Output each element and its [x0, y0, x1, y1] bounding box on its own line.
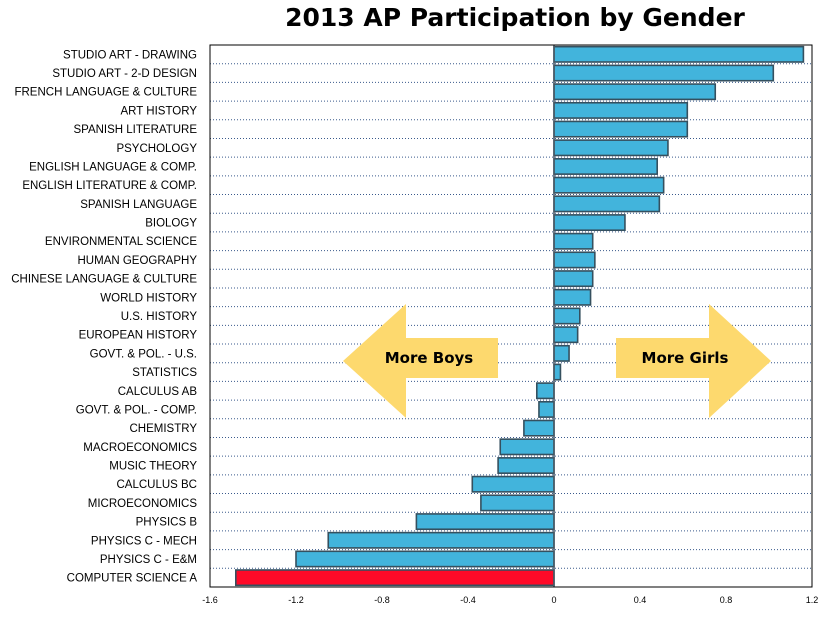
category-label: MACROECONOMICS [83, 442, 197, 454]
bar [553, 288, 592, 306]
category-label: MICROECONOMICS [88, 498, 198, 510]
category-label: STATISTICS [132, 367, 197, 379]
category-label: WORLD HISTORY [100, 292, 197, 304]
tick-label: -1.2 [288, 595, 304, 605]
bar [553, 344, 570, 362]
tick-label: -0.4 [460, 595, 476, 605]
category-label: CHEMISTRY [129, 423, 197, 435]
category-label: ENVIRONMENTAL SCIENCE [45, 236, 197, 248]
bar [553, 83, 717, 101]
bar [538, 400, 555, 418]
bar [553, 232, 594, 250]
category-label: CALCULUS AB [118, 386, 198, 398]
more-boys-label: More Boys [385, 349, 474, 367]
more-girls-label: More Girls [642, 349, 729, 367]
category-labels: STUDIO ART - DRAWING STUDIO ART - 2-D DES… [11, 49, 197, 584]
bar [295, 550, 555, 568]
bars [235, 45, 805, 587]
category-label: ENGLISH LITERATURE & COMP. [22, 180, 197, 192]
category-label: ENGLISH LANGUAGE & COMP. [29, 161, 197, 173]
more-girls-arrow [616, 304, 771, 418]
bar [553, 176, 665, 194]
plot-area-border [209, 44, 813, 588]
tick-label: -1.6 [202, 595, 218, 605]
category-label: PSYCHOLOGY [116, 143, 197, 155]
x-axis-tick-labels: -1.6 -1.2 -0.8 -0.4 0 0.4 0.8 1.2 [202, 595, 818, 605]
bar [480, 494, 555, 512]
chart-title: 2013 AP Participation by Gender [285, 3, 745, 32]
category-label: U.S. HISTORY [121, 311, 198, 323]
bar [553, 307, 581, 325]
bar [553, 101, 689, 119]
bar [535, 382, 555, 400]
bar [553, 363, 562, 381]
category-label: COMPUTER SCIENCE A [67, 573, 198, 585]
category-label: EUROPEAN HISTORY [79, 330, 198, 342]
bar [553, 45, 805, 63]
category-label: PHYSICS B [136, 517, 198, 529]
bar [553, 64, 775, 82]
bar [471, 475, 555, 493]
tick-label: 1.2 [806, 595, 819, 605]
tick-label: 0 [551, 595, 556, 605]
category-label: STUDIO ART - DRAWING [63, 49, 197, 61]
category-label: CHINESE LANGUAGE & CULTURE [11, 274, 197, 286]
bar [553, 251, 596, 269]
tick-label: -0.8 [374, 595, 390, 605]
bar [327, 531, 555, 549]
tick-label: 0.8 [720, 595, 733, 605]
bar [553, 270, 594, 288]
more-boys-arrow [343, 304, 498, 418]
bar [235, 569, 555, 587]
bar [497, 457, 555, 474]
bar [523, 419, 555, 437]
bar [553, 326, 579, 344]
bar [553, 158, 658, 175]
category-label: HUMAN GEOGRAPHY [78, 255, 198, 267]
category-label: GOVT. & POL. - U.S. [90, 348, 197, 360]
category-label: STUDIO ART - 2-D DESIGN [52, 68, 197, 80]
category-label: SPANISH LANGUAGE [80, 199, 197, 211]
category-label: PHYSICS C - E&M [100, 554, 197, 566]
category-label: PHYSICS C - MECH [91, 535, 197, 547]
bar [415, 513, 555, 531]
category-label: ART HISTORY [121, 105, 198, 117]
bar [553, 214, 626, 232]
category-label: GOVT. & POL. - COMP. [76, 404, 197, 416]
category-label: FRENCH LANGUAGE & CULTURE [14, 87, 197, 99]
tick-label: 0.4 [634, 595, 647, 605]
category-label: CALCULUS BC [116, 479, 197, 491]
bar [499, 438, 555, 456]
category-label: BIOLOGY [145, 218, 197, 230]
bar [553, 139, 669, 157]
bar [553, 120, 689, 138]
bar [553, 195, 661, 213]
category-label: SPANISH LITERATURE [73, 124, 197, 136]
category-label: MUSIC THEORY [109, 461, 197, 473]
